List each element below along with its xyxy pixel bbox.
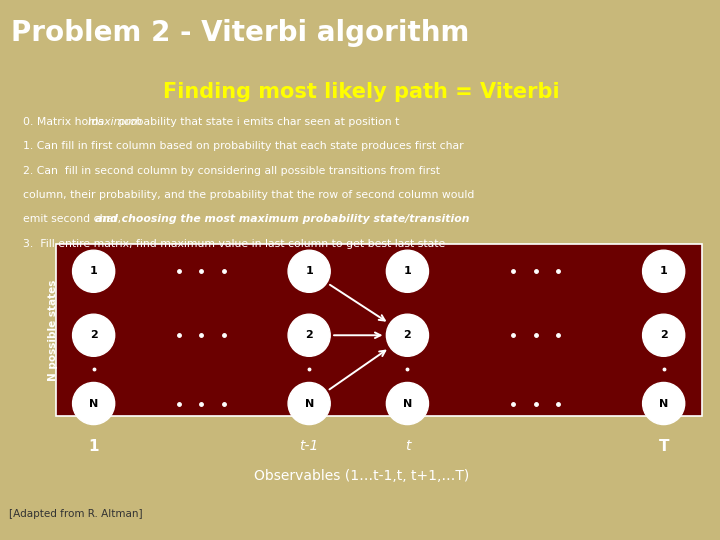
- Text: Finding most likely path = Viterbi: Finding most likely path = Viterbi: [163, 82, 560, 102]
- Text: t: t: [405, 439, 410, 453]
- Ellipse shape: [643, 314, 685, 356]
- Text: 2: 2: [305, 330, 313, 340]
- Text: 1. Can fill in first column based on probability that each state produces first : 1. Can fill in first column based on pro…: [24, 141, 464, 151]
- Ellipse shape: [643, 250, 685, 292]
- Text: Problem 2 - Viterbi algorithm: Problem 2 - Viterbi algorithm: [11, 19, 469, 47]
- Text: Observables (1…t-1,t, t+1,…T): Observables (1…t-1,t, t+1,…T): [254, 469, 469, 483]
- Ellipse shape: [288, 382, 330, 424]
- Ellipse shape: [73, 314, 114, 356]
- Ellipse shape: [288, 314, 330, 356]
- Text: 0. Matrix holds: 0. Matrix holds: [24, 117, 108, 127]
- Bar: [56, 244, 702, 416]
- Text: probability that state i emits char seen at position t: probability that state i emits char seen…: [115, 117, 400, 127]
- Text: maximum: maximum: [87, 117, 143, 127]
- Text: 2: 2: [660, 330, 667, 340]
- Text: column, their probability, and the probability that the row of second column wou: column, their probability, and the proba…: [24, 190, 474, 200]
- Text: and choosing the most maximum probability state/transition: and choosing the most maximum probabilit…: [96, 214, 470, 224]
- Text: 1: 1: [660, 266, 667, 276]
- Ellipse shape: [387, 250, 428, 292]
- Ellipse shape: [288, 250, 330, 292]
- Text: N: N: [305, 399, 314, 409]
- Text: T: T: [658, 438, 669, 454]
- Ellipse shape: [73, 382, 114, 424]
- Ellipse shape: [387, 314, 428, 356]
- Text: 3.  Fill entire matrix, find maximum value in last column to get best last state: 3. Fill entire matrix, find maximum valu…: [24, 239, 446, 248]
- Ellipse shape: [73, 250, 114, 292]
- Text: emit second char,: emit second char,: [24, 214, 125, 224]
- Text: 1: 1: [403, 266, 411, 276]
- Ellipse shape: [387, 382, 428, 424]
- Text: [Adapted from R. Altman]: [Adapted from R. Altman]: [9, 509, 143, 519]
- Text: 1: 1: [89, 438, 99, 454]
- Text: N possible states: N possible states: [48, 279, 58, 381]
- Ellipse shape: [643, 382, 685, 424]
- Text: N: N: [659, 399, 668, 409]
- Text: 2: 2: [90, 330, 97, 340]
- Text: N: N: [402, 399, 412, 409]
- Text: 1: 1: [305, 266, 313, 276]
- Text: t-1: t-1: [300, 439, 319, 453]
- Text: 1: 1: [90, 266, 97, 276]
- Text: 2. Can  fill in second column by considering all possible transitions from first: 2. Can fill in second column by consider…: [24, 166, 441, 176]
- Text: N: N: [89, 399, 98, 409]
- Text: 2: 2: [403, 330, 411, 340]
